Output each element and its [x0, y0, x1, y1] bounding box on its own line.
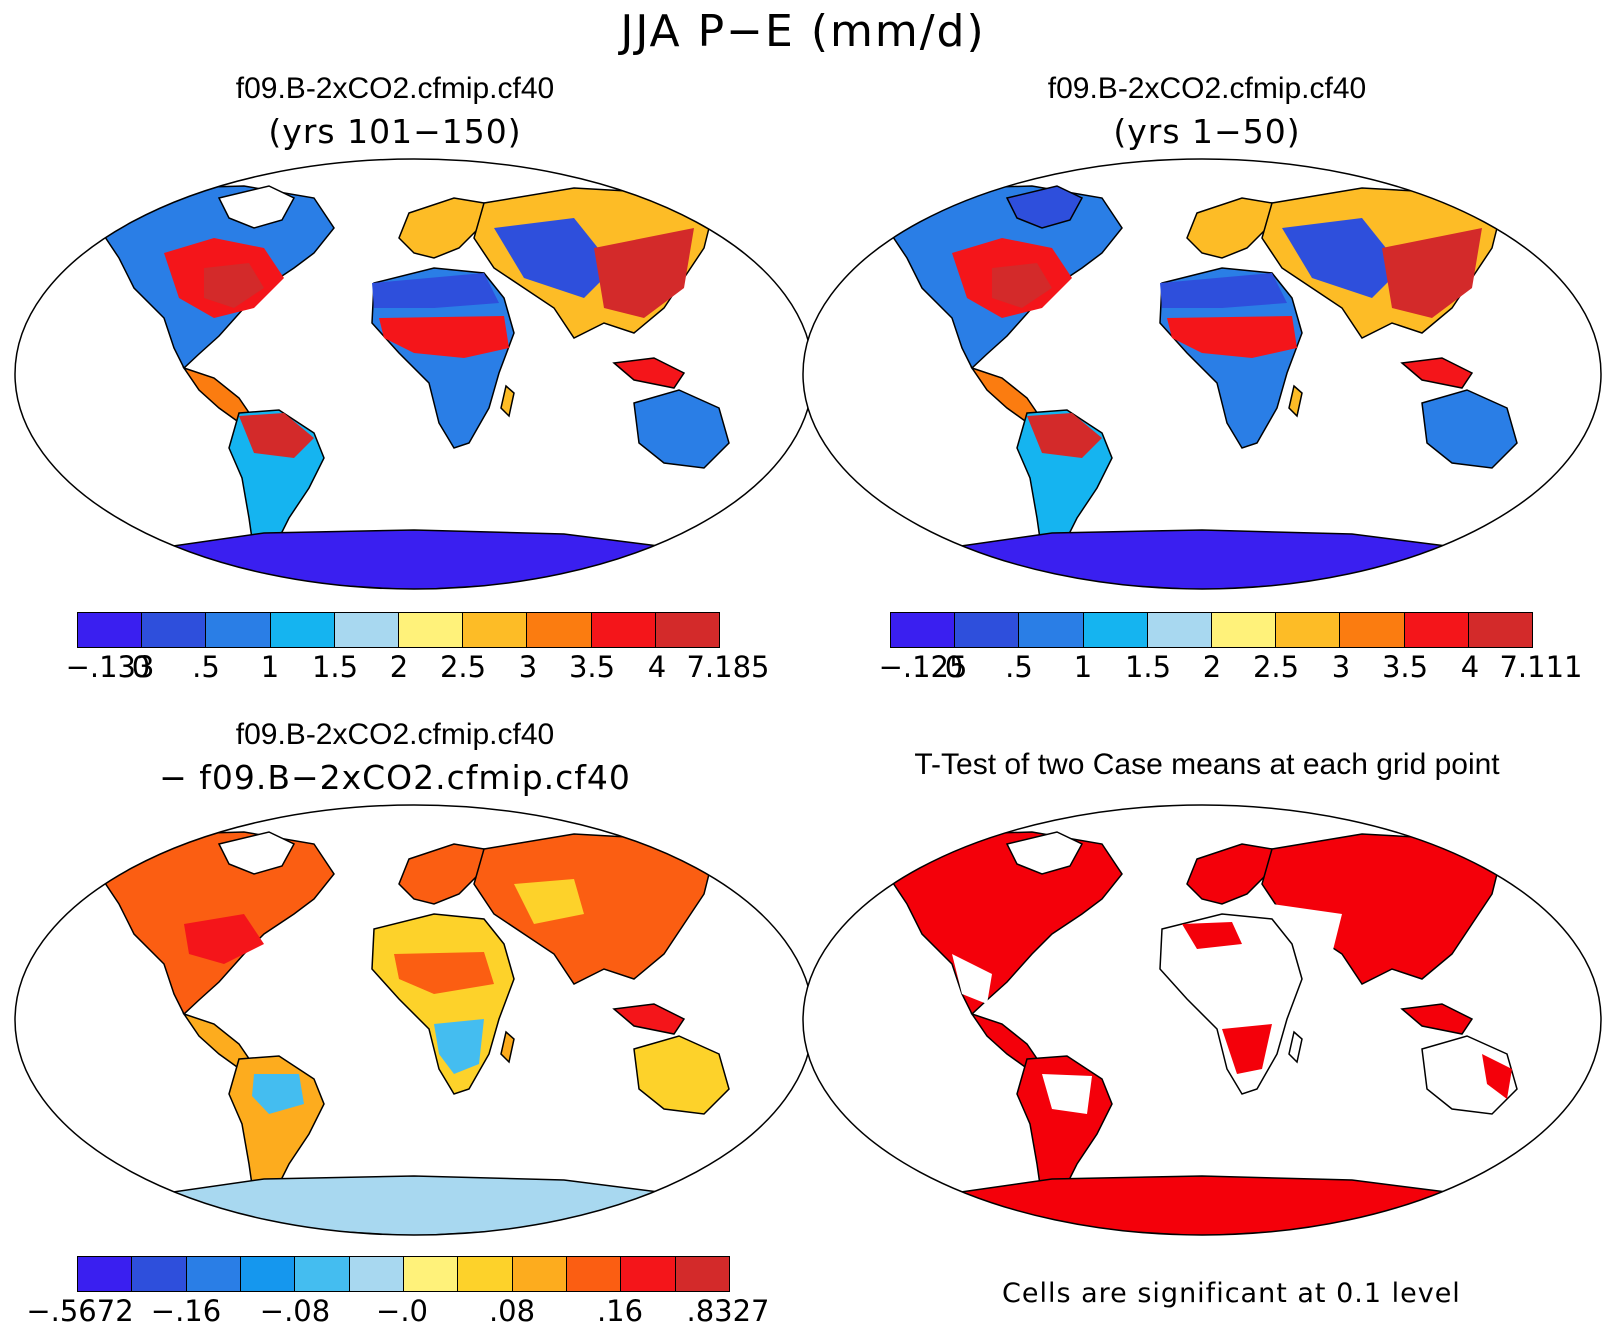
colorbar-label: 7.111: [1499, 650, 1583, 684]
colorbar-swatch: [675, 1257, 729, 1291]
colorbar-label: 0: [131, 650, 151, 684]
colorbar-swatch: [527, 613, 592, 647]
significance-note: Cells are significant at 0.1 level: [1002, 1278, 1461, 1309]
colorbar-label: .5: [1005, 650, 1033, 684]
colorbar-swatch: [399, 613, 464, 647]
colorbar-swatch: [655, 613, 720, 647]
colorbar-swatch: [142, 613, 207, 647]
colorbar-top-right: [890, 612, 1533, 648]
colorbar-swatch: [78, 613, 143, 647]
colorbar-label: −.125: [878, 650, 968, 684]
colorbar-label: .16: [596, 1294, 644, 1328]
map-bottom-left: [14, 804, 814, 1236]
colorbar-label: −.5672: [26, 1294, 134, 1328]
colorbar-swatch: [240, 1257, 296, 1291]
colorbar-label: −.16: [150, 1294, 222, 1328]
colorbar-swatch: [955, 613, 1020, 647]
colorbar-swatch: [334, 613, 400, 647]
colorbar-swatch: [458, 1257, 513, 1291]
colorbar-label: 2.5: [1252, 650, 1300, 684]
figure-title: JJA P−E (mm/d): [620, 6, 986, 57]
panel-title-top-right: f09.B-2xCO2.cfmip.cf40: [1047, 72, 1367, 105]
map-bottom-right: [802, 804, 1602, 1236]
colorbar-label: 1.5: [311, 650, 359, 684]
colorbar-swatch: [1340, 613, 1405, 647]
colorbar-label: 1: [1073, 650, 1093, 684]
colorbar-swatch: [186, 1257, 241, 1291]
colorbar-label: 3.5: [568, 650, 616, 684]
colorbar-swatch: [1276, 613, 1341, 647]
colorbar-swatch: [621, 1257, 676, 1291]
colorbar-label: 1: [260, 650, 280, 684]
colorbar-label: 4: [647, 650, 667, 684]
colorbar-label: .8327: [686, 1294, 770, 1328]
colorbar-label: 4: [1460, 650, 1480, 684]
map-top-left: [14, 158, 814, 590]
colorbar-swatch: [1212, 613, 1277, 647]
panel-subtitle-top-right: (yrs 1−50): [1113, 112, 1301, 151]
panel-title-top-left: f09.B-2xCO2.cfmip.cf40: [235, 72, 555, 105]
colorbar-label: 3: [518, 650, 538, 684]
panel-subtitle-bottom-left: − f09.B−2xCO2.cfmip.cf40: [159, 758, 631, 797]
colorbar-swatch: [78, 1257, 133, 1291]
colorbar-swatch: [1404, 613, 1469, 647]
colorbar-label: 2: [389, 650, 409, 684]
colorbar-label: −.133: [65, 650, 155, 684]
panel-subtitle-top-left: (yrs 101−150): [268, 112, 522, 151]
panel-title-bottom-right: T-Test of two Case means at each grid po…: [914, 748, 1500, 781]
colorbar-label: 7.185: [686, 650, 770, 684]
colorbar-label: 2: [1202, 650, 1222, 684]
colorbar-swatch: [206, 613, 271, 647]
colorbar-swatch: [512, 1257, 567, 1291]
colorbar-swatch: [1019, 613, 1084, 647]
colorbar-label: 3.5: [1381, 650, 1429, 684]
colorbar-label: −.08: [259, 1294, 331, 1328]
colorbar-swatch: [463, 613, 528, 647]
colorbar-swatch: [1147, 613, 1213, 647]
colorbar-label: 3: [1331, 650, 1351, 684]
map-top-right: [802, 158, 1602, 590]
colorbar-label: .08: [488, 1294, 536, 1328]
colorbar-swatch: [1468, 613, 1533, 647]
colorbar-top-left: [77, 612, 720, 648]
panel-title-bottom-left: f09.B-2xCO2.cfmip.cf40: [235, 718, 555, 751]
colorbar-swatch: [566, 1257, 622, 1291]
colorbar-swatch: [295, 1257, 350, 1291]
colorbar-swatch: [403, 1257, 459, 1291]
colorbar-label: .5: [192, 650, 220, 684]
colorbar-swatch: [1083, 613, 1148, 647]
colorbar-bottom-left: [77, 1256, 730, 1292]
colorbar-label: 0: [944, 650, 964, 684]
colorbar-swatch: [132, 1257, 187, 1291]
colorbar-label: 2.5: [439, 650, 487, 684]
colorbar-label: −.0: [376, 1294, 428, 1328]
colorbar-label: 1.5: [1124, 650, 1172, 684]
colorbar-swatch: [349, 1257, 404, 1291]
colorbar-swatch: [891, 613, 956, 647]
colorbar-swatch: [270, 613, 335, 647]
colorbar-swatch: [591, 613, 656, 647]
